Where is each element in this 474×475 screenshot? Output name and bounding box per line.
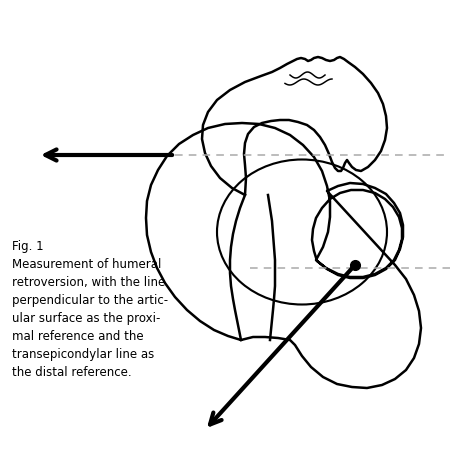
- Polygon shape: [146, 123, 421, 388]
- Polygon shape: [230, 195, 275, 340]
- Text: Fig. 1: Fig. 1: [12, 240, 44, 253]
- Polygon shape: [202, 57, 387, 195]
- Text: Measurement of humeral
retroversion, with the line
perpendicular to the artic-
u: Measurement of humeral retroversion, wit…: [12, 258, 168, 379]
